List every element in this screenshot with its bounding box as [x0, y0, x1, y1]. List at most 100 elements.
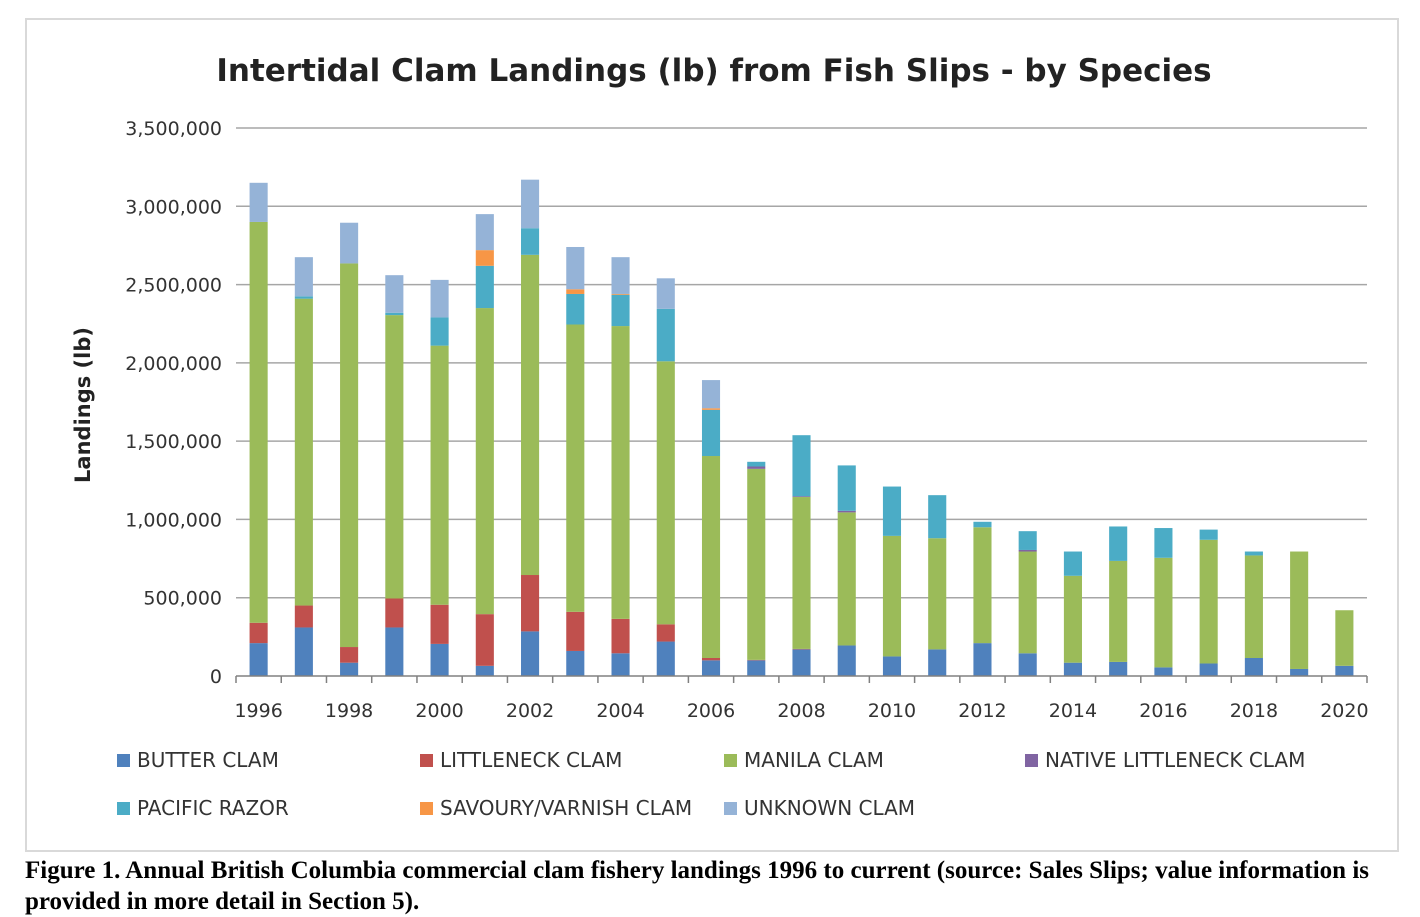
bar-segment [476, 250, 494, 266]
bar-segment [973, 527, 991, 643]
bar-segment [295, 627, 313, 676]
bar-segment [747, 660, 765, 676]
bar-segment [1200, 663, 1218, 676]
bar-segment [973, 522, 991, 527]
bar-segment [702, 660, 720, 676]
bar-segment [295, 299, 313, 606]
bar-segment [476, 308, 494, 614]
y-tick-label: 500,000 [143, 588, 222, 610]
bar-segment [295, 257, 313, 296]
x-tick-label: 2006 [687, 700, 735, 722]
bar-segment [295, 606, 313, 628]
bar-segment [1019, 653, 1037, 676]
bar-segment [1064, 552, 1082, 576]
bar-segment [1290, 669, 1308, 676]
bar-segment [883, 487, 901, 536]
x-tick-label: 1996 [234, 700, 282, 722]
legend-swatch [1025, 754, 1038, 767]
bar-segment [702, 380, 720, 408]
bar-segment [657, 642, 675, 676]
y-tick-label: 1,000,000 [125, 509, 222, 531]
legend-swatch [724, 754, 737, 767]
bar-segment [250, 183, 268, 222]
bar-segment [838, 465, 856, 510]
bar-segment [838, 512, 856, 645]
bar-segment [928, 649, 946, 676]
bar-segment [1290, 552, 1308, 669]
legend-swatch [724, 802, 737, 815]
bar-segment [1064, 663, 1082, 676]
bar-segment [385, 275, 403, 313]
bar-segment [566, 289, 584, 294]
bar-segment [747, 467, 765, 469]
y-tick-label: 0 [210, 666, 222, 688]
x-tick-label: 2000 [415, 700, 463, 722]
bar-segment [657, 278, 675, 309]
bar-segment [476, 266, 494, 308]
legend-swatch [420, 802, 433, 815]
bar-segment [476, 214, 494, 250]
x-tick-label: 2002 [506, 700, 554, 722]
bar-segment [295, 296, 313, 298]
bar-segment [883, 656, 901, 676]
legend-swatch [117, 802, 130, 815]
bar-segment [611, 257, 629, 294]
bar-segment [928, 495, 946, 538]
bar-segment [1335, 610, 1353, 666]
bar-segment [1154, 528, 1172, 558]
legend-label: MANILA CLAM [744, 748, 884, 772]
x-tick-label: 2020 [1320, 700, 1368, 722]
legend-label: LITTLENECK CLAM [440, 748, 622, 772]
bar-segment [657, 361, 675, 624]
bar-segment [792, 435, 810, 496]
bar-segment [747, 469, 765, 660]
chart-frame: Intertidal Clam Landings (lb) from Fish … [25, 18, 1399, 852]
bar-segment [1019, 550, 1037, 552]
bar-segment [521, 255, 539, 575]
bar-segment [883, 536, 901, 657]
bar-segment [1019, 531, 1037, 550]
bar-segment [385, 627, 403, 676]
bar-segment [792, 496, 810, 497]
bar-segment [1245, 555, 1263, 658]
x-tick-label: 2014 [1049, 700, 1097, 722]
x-tick-label: 1998 [325, 700, 373, 722]
bar-segment [702, 408, 720, 410]
bar-segment [566, 324, 584, 611]
bar-segment [1109, 561, 1127, 662]
bar-segment [792, 497, 810, 649]
bar-segment [476, 614, 494, 666]
x-tick-label: 2016 [1139, 700, 1187, 722]
y-tick-label: 2,000,000 [125, 353, 222, 375]
bar-segment [566, 247, 584, 289]
bar-segment [838, 511, 856, 513]
y-tick-label: 1,500,000 [125, 431, 222, 453]
y-tick-label: 2,500,000 [125, 275, 222, 297]
bar-segment [250, 643, 268, 676]
bar-segment [1245, 552, 1263, 556]
bar-segment [521, 180, 539, 229]
legend-label: SAVOURY/VARNISH CLAM [440, 796, 692, 820]
y-axis-label: Landings (lb) [71, 327, 95, 483]
bar-segment [702, 410, 720, 456]
bar-segment [385, 598, 403, 627]
bar-segment [431, 280, 449, 318]
bar-segment [250, 222, 268, 623]
bar-segment [566, 651, 584, 676]
bar-segment [476, 666, 494, 676]
bar-segment [385, 313, 403, 315]
figure-caption: Figure 1. Annual British Columbia commer… [25, 855, 1405, 917]
y-tick-label: 3,000,000 [125, 196, 222, 218]
bar-segment [1200, 530, 1218, 540]
bar-segment [747, 462, 765, 467]
legend-label: UNKNOWN CLAM [744, 796, 915, 820]
bar-segment [521, 631, 539, 676]
bar-segment [928, 538, 946, 649]
bar-segment [1154, 558, 1172, 668]
x-tick-label: 2010 [868, 700, 916, 722]
bar-segment [431, 317, 449, 345]
x-tick-label: 2018 [1230, 700, 1278, 722]
bar-segment [702, 658, 720, 660]
bar-segment [838, 645, 856, 676]
